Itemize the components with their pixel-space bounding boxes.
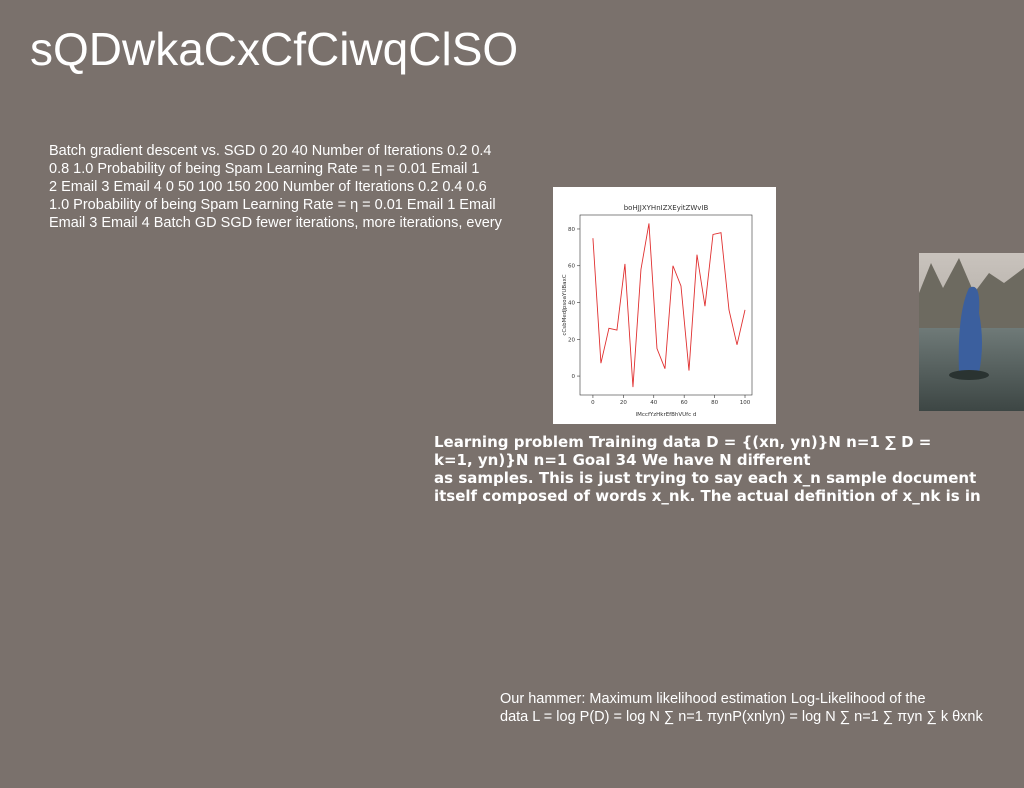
- middle-text: Learning problem Training data D = {(xn,…: [434, 433, 981, 505]
- text-line: as samples. This is just trying to say e…: [434, 469, 977, 487]
- text-line: data L = log P(D) = log N ∑ n=1 πynP(xnl…: [500, 709, 983, 725]
- photo: [919, 253, 1024, 411]
- text-line: itself composed of words x_nk. The actua…: [434, 487, 981, 505]
- text-line: k=1, yn)}N n=1 Goal 34 We have N differe…: [434, 451, 811, 469]
- chart-background: [553, 187, 776, 424]
- x-tick-label: 0: [591, 400, 595, 406]
- y-tick-label: 20: [568, 337, 575, 343]
- text-line: Learning problem Training data D = {(xn,…: [434, 433, 932, 451]
- text-line: 2 Email 3 Email 4 0 50 100 150 200 Numbe…: [49, 179, 487, 195]
- chart-title: boHJJXYHnIZXEyitZWvIB: [624, 204, 709, 212]
- left-text: Batch gradient descent vs. SGD 0 20 40 N…: [49, 142, 502, 232]
- y-tick-label: 0: [572, 374, 576, 380]
- y-tick-label: 40: [568, 301, 575, 307]
- plot-frame: [579, 214, 753, 396]
- text-line: Batch gradient descent vs. SGD 0 20 40 N…: [49, 143, 492, 159]
- x-tick-label: 80: [711, 400, 718, 406]
- slide-title: sQDwkaCxCfCiwqClSO: [30, 23, 519, 75]
- y-tick-label: 80: [568, 227, 575, 233]
- text-line: 1.0 Probability of being Spam Learning R…: [49, 197, 496, 213]
- text-line: Our hammer: Maximum likelihood estimatio…: [500, 691, 926, 707]
- chart-image: boHJJXYHnIZXEyitZWvIB lMccfYzHkrEfBhVUfc …: [553, 187, 776, 424]
- x-tick-label: 20: [620, 400, 627, 406]
- y-tick-label: 60: [568, 264, 575, 270]
- data-line: [592, 223, 746, 388]
- y-axis-label: cCsbMedJpsoaYUBaxC: [562, 274, 568, 335]
- x-tick-label: 100: [740, 400, 751, 406]
- x-tick-label: 40: [650, 400, 657, 406]
- text-line: Email 3 Email 4 Batch GD SGD fewer itera…: [49, 215, 502, 231]
- x-tick-label: 60: [681, 400, 688, 406]
- text-line: 0.8 1.0 Probability of being Spam Learni…: [49, 161, 480, 177]
- x-axis-label: lMccfYzHkrEfBhVUfc d: [636, 412, 697, 418]
- bottom-text: Our hammer: Maximum likelihood estimatio…: [500, 690, 983, 726]
